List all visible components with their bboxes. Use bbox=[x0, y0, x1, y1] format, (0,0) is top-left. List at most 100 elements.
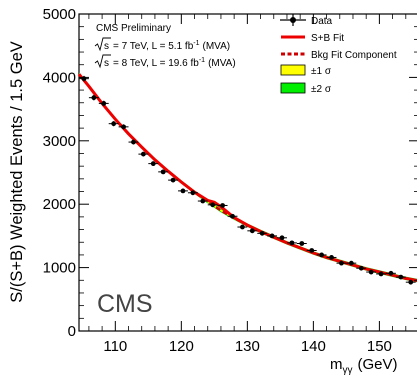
data-point bbox=[91, 95, 97, 101]
legend-item-bkg: Bkg Fit Component bbox=[281, 50, 397, 61]
data-point-group bbox=[336, 260, 347, 266]
sqrt-sign-icon bbox=[94, 37, 111, 52]
data-point-group bbox=[316, 252, 327, 258]
data-point bbox=[230, 213, 235, 219]
y-axis-label: S/(S+B) Weighted Events / 1.5 GeV bbox=[8, 41, 26, 303]
data-point bbox=[150, 161, 156, 167]
data-point-group bbox=[405, 279, 416, 285]
data-point bbox=[210, 202, 216, 208]
data-point-group bbox=[178, 188, 188, 194]
annotation-line1: s = 7 TeV, L = 5.1 fb-1 (MVA) bbox=[104, 40, 230, 52]
data-point-group bbox=[277, 235, 287, 241]
data-point bbox=[299, 241, 305, 246]
legend-item-sb-fit: S+B Fit bbox=[281, 33, 344, 44]
x-tick-label: 150 bbox=[367, 338, 392, 355]
data-point-group bbox=[108, 121, 119, 127]
data-point-group bbox=[356, 265, 367, 271]
annotation-line-7tev: s = 7 TeV, L = 5.1 fb-1 (MVA) bbox=[94, 37, 230, 52]
data-point-group bbox=[128, 139, 139, 145]
cms-watermark: CMS bbox=[97, 290, 153, 318]
data-point-group bbox=[366, 269, 377, 275]
data-point bbox=[180, 188, 186, 194]
data-point bbox=[319, 252, 325, 258]
data-point bbox=[388, 270, 394, 276]
data-point-group bbox=[286, 240, 297, 246]
annotation-line1-text: = 7 TeV, L = 5.1 fb bbox=[113, 41, 194, 52]
annotation-line2-tail: (MVA) bbox=[208, 58, 236, 69]
data-point-group bbox=[257, 230, 268, 236]
legend-item-data: Data bbox=[280, 14, 333, 27]
annotation-line-8tev: s = 8 TeV, L = 19.6 fb-1 (MVA) bbox=[94, 54, 236, 69]
data-point bbox=[358, 265, 364, 271]
data-point-group bbox=[267, 233, 278, 239]
x-tick-label: 130 bbox=[235, 338, 260, 355]
data-point bbox=[121, 124, 126, 130]
legend-item-2sigma: ±2 σ bbox=[280, 82, 332, 95]
annotation-line1-sup: -1 bbox=[193, 40, 199, 47]
data-point-group bbox=[326, 255, 337, 260]
sqrt-s: s bbox=[104, 41, 109, 52]
data-point bbox=[339, 260, 344, 266]
data-point bbox=[279, 235, 285, 241]
data-points bbox=[79, 75, 416, 285]
data-point bbox=[259, 230, 265, 236]
sqrt-sign-icon bbox=[94, 54, 111, 69]
data-point bbox=[140, 151, 146, 157]
data-point-group bbox=[138, 151, 149, 157]
x-axis-label: mγγ (GeV) bbox=[330, 356, 398, 376]
annotation-line2: s = 8 TeV, L = 19.6 fb-1 (MVA) bbox=[104, 57, 236, 69]
data-point bbox=[160, 169, 166, 175]
legend-label-bkg: Bkg Fit Component bbox=[311, 50, 397, 61]
x-axis-label-unit: (GeV) bbox=[358, 356, 398, 373]
annotation-line2-text: = 8 TeV, L = 19.6 fb bbox=[113, 58, 199, 69]
data-point bbox=[348, 260, 354, 266]
data-point-group bbox=[346, 260, 357, 266]
y-tick-label: 4000 bbox=[43, 69, 76, 86]
y-tick-label: 2000 bbox=[43, 196, 76, 213]
data-point-group bbox=[247, 228, 258, 234]
data-point-group bbox=[118, 124, 129, 130]
data-point bbox=[170, 177, 176, 183]
data-point bbox=[329, 255, 334, 260]
x-tick-label: 110 bbox=[103, 338, 127, 355]
data-point bbox=[190, 190, 196, 196]
data-point-group bbox=[296, 241, 307, 246]
sqrt-s: s bbox=[104, 58, 109, 69]
annotation-line2-sup: -1 bbox=[199, 57, 205, 64]
legend-item-1sigma: ±1 σ bbox=[280, 64, 332, 77]
legend-label-2sigma: ±2 σ bbox=[311, 84, 332, 95]
data-point bbox=[249, 228, 255, 234]
data-point-group bbox=[217, 203, 228, 208]
data-point-group bbox=[227, 213, 238, 219]
data-point bbox=[239, 224, 245, 230]
data-point-group bbox=[98, 100, 109, 107]
legend-label-data: Data bbox=[311, 16, 333, 27]
x-axis-label-var: m bbox=[330, 356, 343, 373]
legend-data-marker bbox=[290, 17, 296, 23]
data-point bbox=[378, 271, 384, 277]
data-point-group bbox=[385, 270, 396, 276]
data-point-group bbox=[88, 94, 99, 101]
data-point-group bbox=[306, 248, 317, 253]
data-point-group bbox=[158, 169, 169, 175]
data-point bbox=[131, 139, 136, 145]
data-point bbox=[220, 203, 225, 208]
data-point bbox=[289, 240, 295, 246]
legend-label-1sigma: ±1 σ bbox=[311, 66, 332, 77]
y-tick-label: 3000 bbox=[43, 133, 76, 150]
data-point-group bbox=[395, 274, 406, 280]
legend-2sigma-swatch bbox=[280, 82, 306, 94]
plot-frame bbox=[78, 13, 417, 332]
annotation-preliminary: CMS Preliminary bbox=[96, 23, 171, 34]
data-point-group bbox=[168, 177, 179, 183]
y-tick-label: 0 bbox=[68, 323, 76, 340]
data-point bbox=[368, 269, 374, 275]
x-tick-label: 140 bbox=[301, 338, 326, 355]
data-point-group bbox=[187, 190, 198, 196]
data-point-group bbox=[237, 224, 248, 230]
data-point bbox=[101, 100, 107, 106]
y-tick-label: 5000 bbox=[43, 6, 76, 23]
data-point bbox=[111, 121, 117, 127]
data-point-group bbox=[148, 161, 159, 167]
